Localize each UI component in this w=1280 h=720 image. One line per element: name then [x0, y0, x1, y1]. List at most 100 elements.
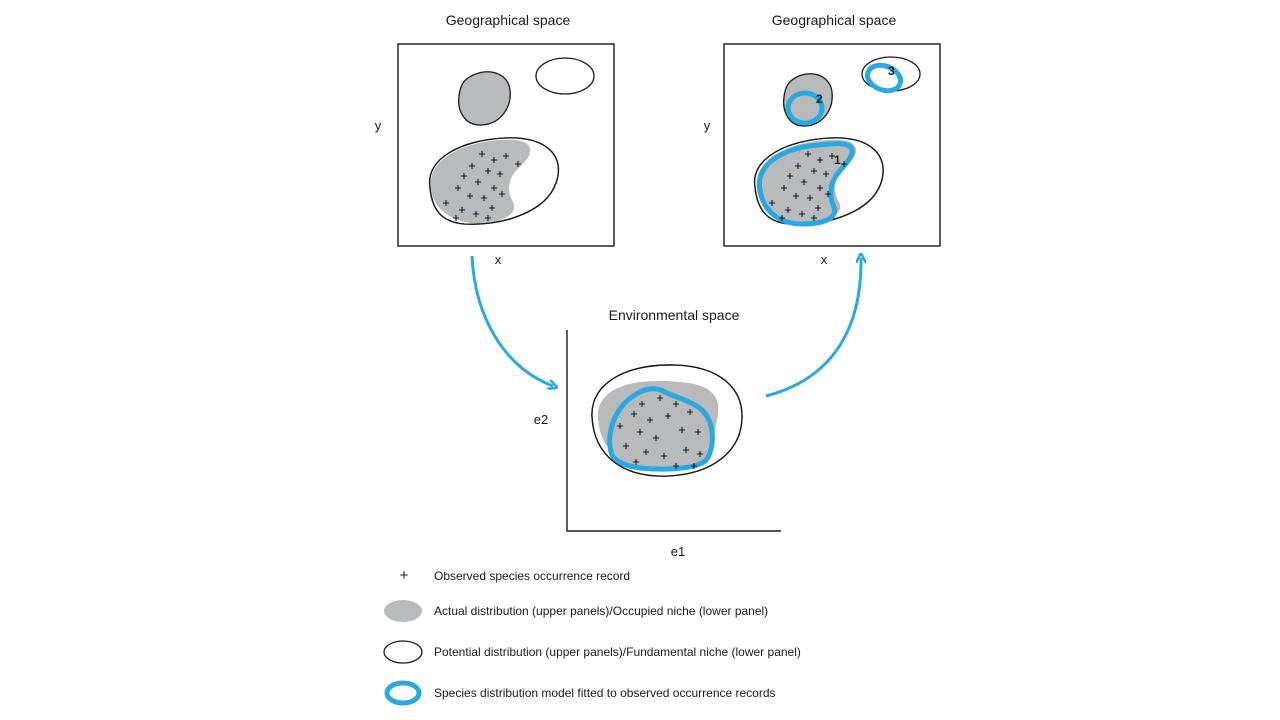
legend-item-model: Species distribution model fitted to obs…	[384, 680, 776, 706]
occurrence-record-marker	[485, 215, 491, 221]
legend-potential-text: Potential distribution (upper panels)/Fu…	[434, 645, 801, 659]
legend: + Observed species occurrence record Act…	[383, 567, 801, 706]
occurrence-record-marker	[497, 171, 503, 177]
occurrence-record-marker	[673, 401, 679, 407]
right-occurrence-records	[769, 151, 847, 221]
occurrence-record-marker	[805, 151, 811, 157]
left-large-potential-outline	[429, 137, 560, 225]
occurrence-record-marker	[661, 453, 667, 459]
occurrence-record-marker	[479, 151, 485, 157]
occurrence-record-marker	[459, 207, 465, 213]
right-panel-title: Geographical space	[772, 12, 897, 28]
model-region-3	[865, 62, 903, 94]
occurrence-record-marker	[695, 429, 701, 435]
occurrence-record-marker	[799, 211, 805, 217]
occurrence-record-marker	[825, 191, 831, 197]
legend-model-text: Species distribution model fitted to obs…	[434, 686, 776, 700]
left-small-actual-region	[458, 71, 511, 126]
legend-occurrence-text: Observed species occurrence record	[434, 569, 630, 583]
occurrence-record-marker	[679, 427, 685, 433]
right-x-axis-label: x	[821, 252, 828, 267]
right-large-potential-outline	[754, 137, 884, 225]
occurrence-record-marker	[473, 211, 479, 217]
model-region-2	[785, 90, 825, 126]
occurrence-record-marker	[499, 191, 505, 197]
legend-item-potential: Potential distribution (upper panels)/Fu…	[383, 640, 801, 664]
occurrence-record-marker	[779, 215, 785, 221]
occurrence-record-marker	[489, 205, 495, 211]
right-panel-frame	[723, 43, 941, 247]
env-x-axis-label: e1	[671, 544, 685, 559]
occurrence-record-marker	[469, 163, 475, 169]
occurrence-record-marker	[815, 205, 821, 211]
occurrence-record-marker	[683, 447, 689, 453]
env-panel-title: Environmental space	[609, 307, 740, 323]
left-y-axis-label: y	[375, 118, 382, 133]
fundamental-niche-outline	[591, 364, 743, 477]
occurrence-record-marker	[841, 161, 847, 167]
occurrence-record-marker	[801, 179, 807, 185]
env-to-geo-arrow	[765, 258, 861, 398]
legend-model-swatch	[384, 680, 422, 706]
occurrence-record-marker	[807, 195, 813, 201]
occurrence-record-marker	[617, 423, 623, 429]
occurrence-record-marker	[829, 153, 835, 159]
occurrence-record-marker	[503, 153, 509, 159]
occurrence-record-marker	[637, 429, 643, 435]
occurrence-record-marker	[811, 215, 817, 221]
region-label-1: 1	[834, 153, 841, 167]
legend-item-occurrence: + Observed species occurrence record	[400, 567, 630, 584]
env-model-region	[607, 386, 715, 472]
occurrence-record-marker	[687, 409, 693, 415]
region-label-3: 3	[888, 64, 895, 78]
occurrence-record-marker	[795, 163, 801, 169]
left-panel-frame	[397, 43, 615, 247]
env-y-axis-label: e2	[534, 412, 548, 427]
occurrence-record-marker	[443, 200, 449, 206]
occurrence-record-marker	[643, 449, 649, 455]
geo-to-env-arrow	[470, 255, 553, 386]
occurrence-record-marker	[769, 200, 775, 206]
occurrence-record-marker	[491, 157, 497, 163]
occurrence-record-marker	[823, 171, 829, 177]
env-axes	[566, 330, 781, 532]
occurrence-record-marker	[817, 185, 823, 191]
occurrence-record-marker	[475, 179, 481, 185]
occurrence-record-marker	[455, 185, 461, 191]
occurrence-record-marker	[481, 195, 487, 201]
occurrence-record-marker	[631, 411, 637, 417]
env-occurrence-records	[617, 395, 703, 469]
left-occurrence-records	[443, 151, 521, 221]
occurrence-record-marker	[653, 435, 659, 441]
occurrence-record-marker	[793, 193, 799, 199]
occurrence-record-marker	[697, 451, 703, 457]
occurrence-record-marker	[817, 157, 823, 163]
right-geo-panel: Geographical space y x 2 3 1	[704, 12, 941, 267]
legend-item-actual: Actual distribution (upper panels)/Occup…	[384, 600, 768, 622]
left-small-potential-region	[535, 57, 595, 95]
legend-gray-swatch	[384, 600, 422, 622]
occurrence-record-marker	[485, 168, 491, 174]
occurrence-record-marker	[787, 173, 793, 179]
legend-plus-symbol: +	[400, 567, 409, 584]
occurrence-record-marker	[781, 185, 787, 191]
region-label-2: 2	[816, 92, 823, 106]
left-x-axis-label: x	[495, 252, 502, 267]
left-geo-panel: Geographical space y x	[375, 12, 615, 267]
occurrence-record-marker	[647, 417, 653, 423]
occurrence-record-marker	[467, 193, 473, 199]
model-region-1	[756, 141, 855, 227]
left-panel-title: Geographical space	[446, 12, 571, 28]
occurrence-record-marker	[639, 401, 645, 407]
environmental-panel: Environmental space e2 e1	[534, 307, 781, 559]
occurrence-record-marker	[453, 215, 459, 221]
occurrence-record-marker	[461, 173, 467, 179]
occurrence-record-marker	[785, 207, 791, 213]
occurrence-record-marker	[691, 463, 697, 469]
occurrence-record-marker	[665, 413, 671, 419]
occurrence-record-marker	[811, 168, 817, 174]
legend-outline-swatch	[383, 640, 423, 664]
occurrence-record-marker	[491, 185, 497, 191]
legend-actual-text: Actual distribution (upper panels)/Occup…	[434, 604, 768, 618]
